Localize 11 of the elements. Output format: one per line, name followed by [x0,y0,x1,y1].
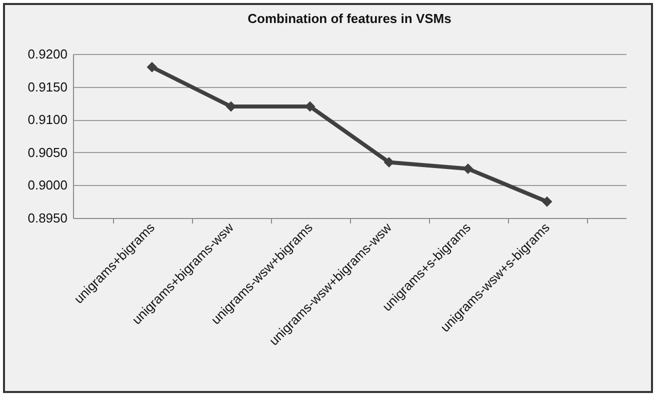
chart-title: Combination of features in VSMs [248,11,452,26]
y-tick-label: 0.9000 [28,178,68,193]
point [462,164,474,174]
y-tick-label: 0.9100 [28,112,68,128]
y-tick-label: 0.9050 [28,144,68,160]
y-tick-label: 0.8950 [28,210,68,226]
point [384,156,394,168]
y-tick-label: 0.9150 [28,79,68,94]
point [146,62,158,72]
point [542,196,552,207]
y-tick-label: 0.9200 [28,46,68,62]
